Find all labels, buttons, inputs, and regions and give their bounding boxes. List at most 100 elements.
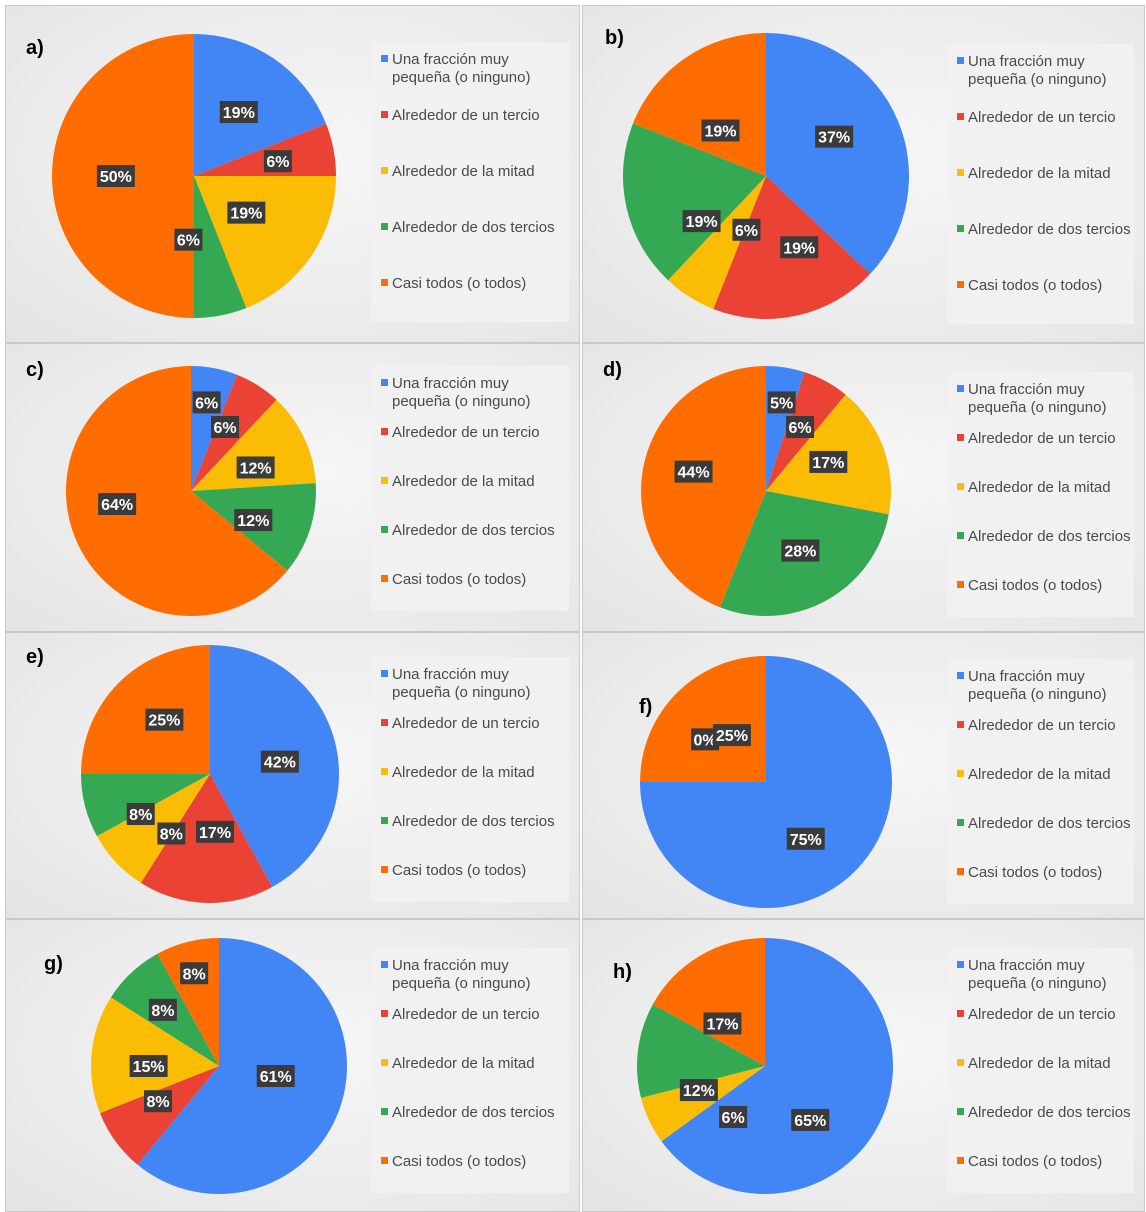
pie-slice-casi-todos-o-todos [640, 366, 766, 608]
pie-slice-alrededor-de-la-mitad [641, 1066, 765, 1142]
data-label-box [219, 101, 258, 124]
pie-slice-alrededor-de-un-tercio [194, 123, 336, 176]
data-label-text: 19% [223, 105, 255, 122]
legend-entry-alrededor-de-la-mitad: Alrededor de la mitad [957, 1055, 1111, 1072]
legend-box [371, 948, 569, 1193]
legend-swatch [381, 768, 388, 775]
data-label: 19% [219, 101, 258, 124]
legend-entry-casi-todos-o-todos: Casi todos (o todos) [957, 577, 1102, 594]
legend-swatch [381, 477, 388, 484]
data-label-text: 8% [146, 1094, 169, 1111]
pie-slice-alrededor-de-dos-tercios [637, 1004, 765, 1098]
data-label-text: 8% [151, 1003, 174, 1020]
legend-text: Alrededor de un tercio [968, 1006, 1116, 1023]
legend-text: Una fracción muy [392, 957, 509, 974]
legend-entry-alrededor-de-un-tercio: Alrededor de un tercio [957, 717, 1116, 734]
data-label-box [815, 125, 854, 148]
data-label-box [791, 1108, 830, 1131]
legend-text: pequeña (o ninguno) [968, 71, 1106, 88]
data-label: 8% [180, 962, 209, 985]
legend-swatch [381, 1108, 388, 1115]
legend-box [371, 366, 569, 611]
legend-swatch [381, 866, 388, 873]
data-label: 6% [786, 415, 815, 438]
data-label-text: 25% [148, 713, 180, 730]
data-label: 12% [236, 456, 275, 479]
data-label: 25% [712, 724, 751, 747]
legend-text: Una fracción muy [392, 666, 509, 683]
data-label-box [256, 1065, 295, 1088]
data-label-box [129, 1055, 168, 1077]
data-label: 28% [781, 539, 820, 562]
pie-chart-a: 19% 6% 19% 6% 50% a) Una fracción muy pequeña (… [5, 5, 580, 343]
data-label-text: 6% [788, 420, 811, 437]
legend-text: Alrededor de la mitad [392, 163, 535, 180]
legend-swatch [957, 281, 964, 288]
legend-swatch [381, 167, 388, 174]
legend-text: Alrededor de la mitad [968, 766, 1111, 783]
legend-text: Alrededor de un tercio [392, 107, 540, 124]
legend-text: Alrededor de un tercio [968, 717, 1116, 734]
pie-slice-alrededor-de-la-mitad [96, 774, 210, 883]
data-label-box [148, 998, 177, 1021]
data-label: 17% [809, 450, 848, 473]
data-label-text: 28% [784, 544, 816, 561]
data-label-box [679, 1079, 718, 1102]
data-label: 6% [732, 218, 761, 241]
legend-text: Alrededor de un tercio [392, 715, 540, 732]
data-label: 19% [780, 236, 819, 259]
pie-chart-b: 37% 19% 6% 19% 19% b) Una fracción muy pequeña … [582, 5, 1145, 343]
pie-chart-c: 6% 6% 12% 12% 64% c) Una fracción muy pequeña (… [5, 343, 580, 632]
legend-swatch [381, 719, 388, 726]
data-label: 6% [211, 415, 240, 438]
data-label-box [682, 210, 721, 233]
legend-swatch [957, 770, 964, 777]
data-label-text: 8% [183, 966, 206, 983]
legend-swatch [381, 1010, 388, 1017]
data-label-box [780, 236, 819, 259]
legend-text: Una fracción muy [968, 53, 1085, 70]
legend-swatch [381, 526, 388, 533]
data-label: 17% [196, 820, 235, 843]
legend-entry-alrededor-de-un-tercio: Alrededor de un tercio [381, 107, 540, 124]
data-label-text: 44% [678, 465, 710, 482]
legend-text: Alrededor de la mitad [968, 1055, 1111, 1072]
data-label: 75% [786, 827, 825, 850]
legend-text: Alrededor de dos tercios [392, 813, 555, 830]
data-label-box [786, 827, 825, 850]
legend-text: Alrededor de dos tercios [392, 522, 555, 539]
legend-text: Alrededor de dos tercios [968, 221, 1131, 238]
pie-slice-alrededor-de-un-tercio [99, 1066, 219, 1165]
panel-label: b) [605, 27, 624, 49]
data-label: 25% [145, 708, 184, 731]
data-label: 12% [679, 1079, 718, 1102]
legend-entry-alrededor-de-la-mitad: Alrededor de la mitad [957, 479, 1111, 496]
legend-text: Alrededor de dos tercios [392, 1104, 555, 1121]
pie-slice-alrededor-de-la-mitad [668, 176, 766, 309]
panel-label: h) [613, 961, 632, 983]
legend-text: Alrededor de un tercio [968, 109, 1116, 126]
data-label-text: 19% [704, 123, 736, 140]
legend-swatch [381, 379, 388, 386]
panel-label: e) [26, 646, 44, 668]
data-label: 64% [98, 493, 137, 516]
data-label: 50% [96, 165, 135, 187]
legend-text: pequeña (o ninguno) [392, 684, 530, 701]
data-label: 8% [144, 1090, 173, 1113]
legend-text: Alrededor de la mitad [392, 473, 535, 490]
pie-chart-f: 75% 0% 25% f) Una fracción muy pequeña (o nin… [582, 632, 1145, 919]
data-label-box [192, 391, 221, 414]
legend-text: Alrededor de un tercio [392, 424, 540, 441]
panel-label: f) [639, 696, 652, 718]
data-label-text: 6% [213, 420, 236, 437]
data-label-box [691, 728, 720, 751]
data-label-text: 42% [264, 755, 296, 772]
legend-swatch [957, 819, 964, 826]
legend-text: Alrededor de dos tercios [968, 1104, 1131, 1121]
data-label-text: 6% [722, 1110, 745, 1127]
